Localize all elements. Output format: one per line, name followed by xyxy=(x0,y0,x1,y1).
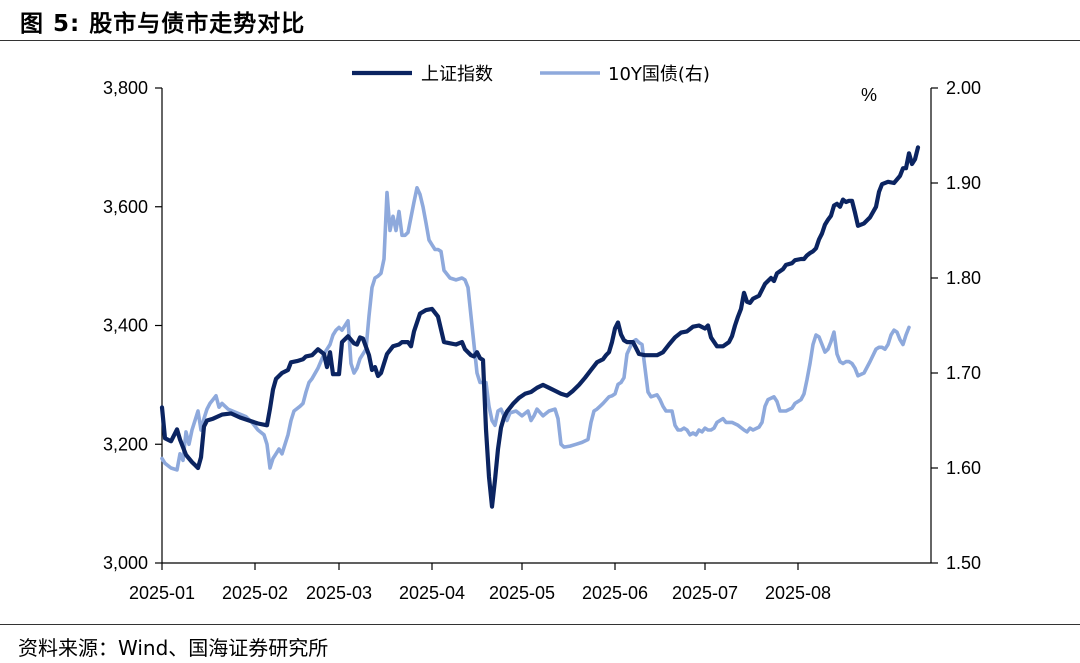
legend: 上证指数 10Y国债(右) xyxy=(352,64,710,85)
x-tick-label: 2025-02 xyxy=(222,583,288,603)
right-axis-unit: % xyxy=(861,85,877,105)
x-tick-label: 2025-04 xyxy=(399,583,465,603)
right-tick-label: 1.90 xyxy=(946,173,981,193)
right-tick-label: 1.70 xyxy=(946,363,981,383)
x-tick-label: 2025-05 xyxy=(489,583,555,603)
left-tick-label: 3,600 xyxy=(103,197,148,217)
x-tick-label: 2025-06 xyxy=(582,583,648,603)
left-tick-label: 3,400 xyxy=(103,316,148,336)
axes-group: 3,800 3,600 3,400 3,200 3,000 2.00 1.90 1.80 1.7… xyxy=(103,78,981,603)
legend-label-bond: 10Y国债(右) xyxy=(608,64,710,85)
figure-title: 图 5: 股市与债市走势对比 xyxy=(20,11,306,37)
left-tick-label: 3,800 xyxy=(103,78,148,98)
bottom-rule xyxy=(0,624,1080,625)
x-tick-label: 2025-07 xyxy=(672,583,738,603)
x-tick-label: 2025-03 xyxy=(306,583,372,603)
x-tick-label: 2025-08 xyxy=(765,583,831,603)
legend-label-shanghai: 上证指数 xyxy=(421,64,493,85)
source-note: 资料来源：Wind、国海证券研究所 xyxy=(18,636,329,660)
right-tick-label: 1.50 xyxy=(946,553,981,573)
series-line-10y-treasury xyxy=(160,186,911,472)
chart-canvas: 3,800 3,600 3,400 3,200 3,000 2.00 1.90 1.80 1.7… xyxy=(103,64,981,603)
left-tick-label: 3,000 xyxy=(103,553,148,573)
right-tick-label: 1.60 xyxy=(946,458,981,478)
x-tick-label: 2025-01 xyxy=(129,583,195,603)
right-tick-label: 2.00 xyxy=(946,78,981,98)
top-rule xyxy=(0,40,1080,41)
series-line-shanghai-index xyxy=(159,145,921,509)
left-tick-label: 3,200 xyxy=(103,434,148,454)
right-tick-label: 1.80 xyxy=(946,268,981,288)
series-group xyxy=(159,145,921,509)
